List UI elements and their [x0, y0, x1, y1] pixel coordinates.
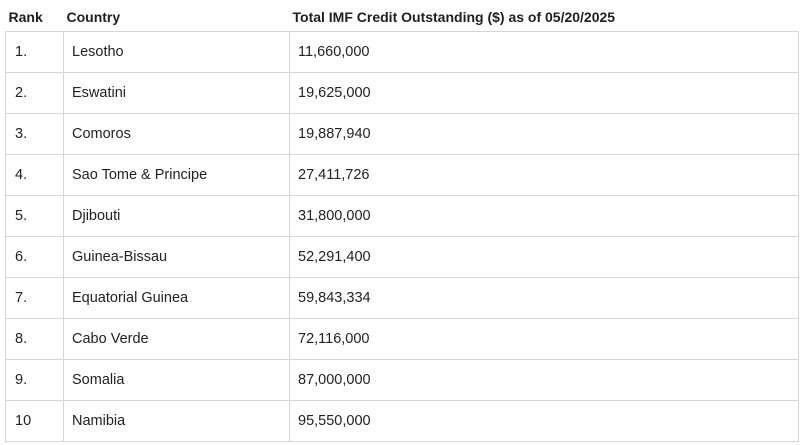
- cell-rank: 10: [5, 400, 64, 442]
- cell-credit: 19,625,000: [289, 72, 799, 114]
- table-row: 2. Eswatini 19,625,000: [5, 72, 799, 114]
- cell-credit: 72,116,000: [289, 318, 799, 360]
- cell-rank: 4.: [5, 154, 64, 196]
- table-row: 3. Comoros 19,887,940: [5, 113, 799, 155]
- cell-country: Cabo Verde: [63, 318, 290, 360]
- cell-rank: 2.: [5, 72, 64, 114]
- cell-credit: 95,550,000: [289, 400, 799, 442]
- cell-country: Lesotho: [63, 31, 290, 73]
- header-country: Country: [66, 9, 121, 25]
- table-row: 7. Equatorial Guinea 59,843,334: [5, 277, 799, 319]
- imf-credit-table: Rank Country Total IMF Credit Outstandin…: [5, 3, 799, 442]
- cell-credit: 31,800,000: [289, 195, 799, 237]
- cell-country: Sao Tome & Principe: [63, 154, 290, 196]
- cell-credit: 87,000,000: [289, 359, 799, 401]
- cell-credit: 19,887,940: [289, 113, 799, 155]
- cell-credit: 52,291,400: [289, 236, 799, 278]
- cell-credit: 59,843,334: [289, 277, 799, 319]
- table-row: 10 Namibia 95,550,000: [5, 400, 799, 442]
- header-credit: Total IMF Credit Outstanding ($) as of 0…: [292, 9, 616, 25]
- cell-country: Djibouti: [63, 195, 290, 237]
- table-header: Rank Country Total IMF Credit Outstandin…: [6, 3, 799, 32]
- cell-country: Namibia: [63, 400, 290, 442]
- table-row: 1. Lesotho 11,660,000: [5, 31, 799, 73]
- cell-rank: 3.: [5, 113, 64, 155]
- cell-country: Somalia: [63, 359, 290, 401]
- table-row: 6. Guinea-Bissau 52,291,400: [5, 236, 799, 278]
- cell-rank: 6.: [5, 236, 64, 278]
- cell-country: Comoros: [63, 113, 290, 155]
- cell-rank: 7.: [5, 277, 64, 319]
- cell-country: Guinea-Bissau: [63, 236, 290, 278]
- cell-rank: 9.: [5, 359, 64, 401]
- cell-credit: 11,660,000: [289, 31, 799, 73]
- table-row: 4. Sao Tome & Principe 27,411,726: [5, 154, 799, 196]
- table-body: 1. Lesotho 11,660,000 2. Eswatini 19,625…: [5, 31, 799, 442]
- cell-rank: 8.: [5, 318, 64, 360]
- table-row: 8. Cabo Verde 72,116,000: [5, 318, 799, 360]
- cell-country: Equatorial Guinea: [63, 277, 290, 319]
- table-row: 9. Somalia 87,000,000: [5, 359, 799, 401]
- table-row: 5. Djibouti 31,800,000: [5, 195, 799, 237]
- cell-country: Eswatini: [63, 72, 290, 114]
- header-row: Rank Country Total IMF Credit Outstandin…: [6, 3, 799, 32]
- cell-rank: 5.: [5, 195, 64, 237]
- cell-rank: 1.: [5, 31, 64, 73]
- cell-credit: 27,411,726: [289, 154, 799, 196]
- header-rank: Rank: [8, 9, 43, 25]
